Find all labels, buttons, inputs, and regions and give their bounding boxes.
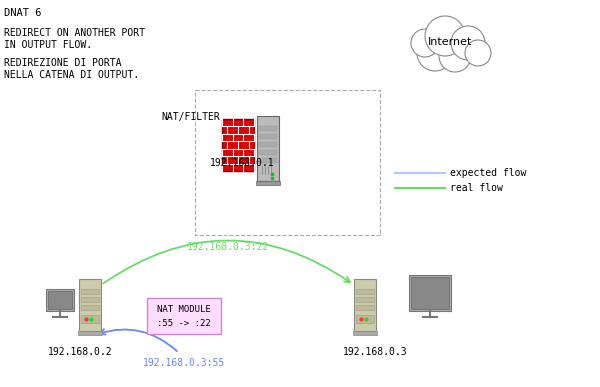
- Circle shape: [451, 26, 485, 60]
- Bar: [81, 305, 99, 310]
- Bar: [48, 291, 72, 309]
- Bar: [356, 305, 374, 310]
- Text: 192.168.0.3:22: 192.168.0.3:22: [187, 242, 269, 252]
- Bar: [46, 289, 74, 311]
- Circle shape: [465, 40, 491, 66]
- Text: 192.168.0.2: 192.168.0.2: [47, 347, 112, 357]
- Text: Internet: Internet: [428, 37, 472, 47]
- Bar: [353, 331, 377, 335]
- Circle shape: [425, 16, 465, 56]
- Text: NELLA CATENA DI OUTPUT.: NELLA CATENA DI OUTPUT.: [4, 70, 139, 80]
- Bar: [409, 275, 451, 311]
- Bar: [259, 134, 277, 139]
- Circle shape: [417, 35, 453, 71]
- Bar: [356, 315, 374, 323]
- Bar: [256, 180, 280, 185]
- Bar: [195, 90, 380, 235]
- Bar: [356, 297, 374, 302]
- Bar: [259, 142, 277, 147]
- FancyBboxPatch shape: [147, 298, 221, 334]
- Text: DNAT 6: DNAT 6: [4, 8, 41, 18]
- Text: IN OUTPUT FLOW.: IN OUTPUT FLOW.: [4, 40, 92, 50]
- Bar: [259, 126, 277, 131]
- Text: expected flow: expected flow: [450, 168, 526, 178]
- Bar: [79, 279, 101, 331]
- Bar: [78, 331, 102, 335]
- Bar: [356, 289, 374, 294]
- Text: NAT MODULE: NAT MODULE: [157, 305, 211, 313]
- Circle shape: [439, 40, 471, 72]
- Text: 192.168.0.1: 192.168.0.1: [210, 158, 275, 168]
- Text: 192.168.0.3: 192.168.0.3: [343, 347, 407, 357]
- Text: real flow: real flow: [450, 183, 503, 193]
- Text: REDIRECT ON ANOTHER PORT: REDIRECT ON ANOTHER PORT: [4, 28, 145, 38]
- Bar: [259, 158, 277, 163]
- Bar: [411, 277, 449, 309]
- Bar: [257, 115, 279, 180]
- Text: 192.168.0.3:55: 192.168.0.3:55: [143, 358, 225, 368]
- Circle shape: [411, 29, 439, 57]
- Bar: [81, 297, 99, 302]
- Bar: [222, 119, 254, 171]
- Text: REDIREZIONE DI PORTA: REDIREZIONE DI PORTA: [4, 58, 121, 68]
- Bar: [354, 279, 376, 331]
- Bar: [81, 315, 99, 323]
- Bar: [259, 150, 277, 155]
- Text: :55 -> :22: :55 -> :22: [157, 319, 211, 327]
- Bar: [81, 289, 99, 294]
- Text: NAT/FILTER: NAT/FILTER: [161, 112, 220, 122]
